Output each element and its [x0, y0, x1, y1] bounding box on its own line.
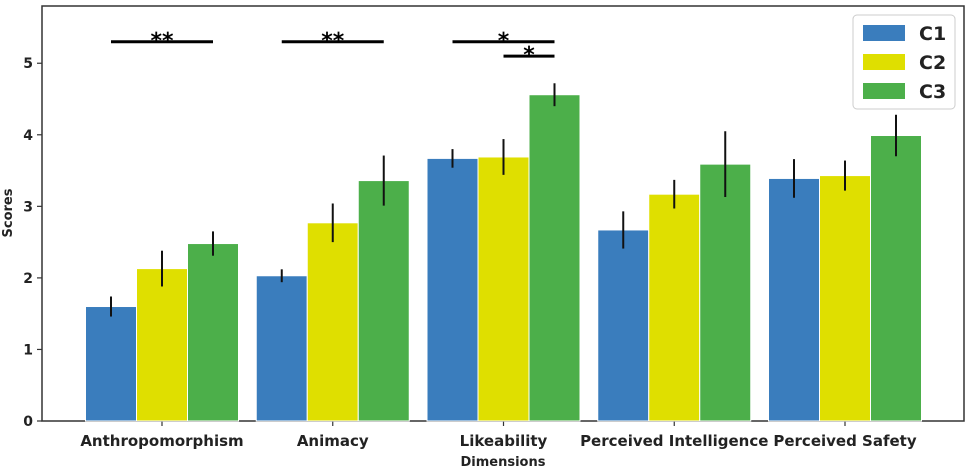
y-tick-label: 2 — [23, 271, 33, 287]
x-tick-label: Perceived Intelligence — [580, 432, 768, 450]
bar-c2 — [306, 222, 359, 422]
bar-c3 — [870, 135, 922, 422]
significance-label: ** — [150, 29, 174, 54]
y-tick-label: 1 — [23, 342, 33, 358]
x-tick-label: Likeability — [460, 432, 548, 450]
bar-c3 — [528, 94, 581, 422]
bar-c2 — [477, 156, 530, 422]
x-tick-label: Perceived Safety — [773, 432, 916, 450]
y-tick-label: 4 — [23, 128, 33, 144]
significance-label: ** — [321, 29, 345, 54]
bar-c2 — [819, 175, 871, 422]
bar-c1 — [85, 306, 137, 422]
bar-c1 — [426, 157, 479, 422]
legend-swatch — [863, 25, 905, 41]
legend-label: C3 — [919, 81, 946, 103]
x-tick-label: Anthropomorphism — [80, 432, 243, 450]
legend-swatch — [863, 54, 905, 70]
bar-c3 — [357, 180, 410, 422]
significance-group: ** ** ** — [111, 29, 555, 68]
legend: C1 C2 C3 — [852, 14, 956, 110]
x-axis: Anthropomorphism Animacy Likeability Percei… — [80, 421, 917, 450]
bar-c2 — [648, 193, 701, 422]
y-tick-label: 0 — [23, 414, 33, 430]
y-tick-label: 5 — [23, 56, 33, 72]
legend-swatch — [863, 83, 905, 99]
bar-c1 — [768, 177, 820, 422]
bar-c3 — [187, 243, 239, 422]
bar-c3 — [699, 163, 752, 422]
bars-group — [85, 94, 922, 422]
legend-label: C2 — [919, 52, 946, 74]
error-bars-group — [110, 83, 897, 317]
y-axis: 0 1 2 3 4 5 — [23, 56, 42, 430]
bar-c2 — [136, 268, 188, 422]
significance-label: * — [498, 29, 510, 54]
bar-c1 — [597, 229, 650, 422]
x-tick-label: Animacy — [297, 432, 369, 450]
y-tick-label: 3 — [23, 199, 33, 215]
bar-c1 — [255, 275, 308, 422]
legend-label: C1 — [919, 23, 946, 45]
y-axis-title: Scores — [1, 188, 16, 237]
x-axis-title: Dimensions — [461, 455, 546, 470]
significance-label: * — [523, 43, 535, 68]
